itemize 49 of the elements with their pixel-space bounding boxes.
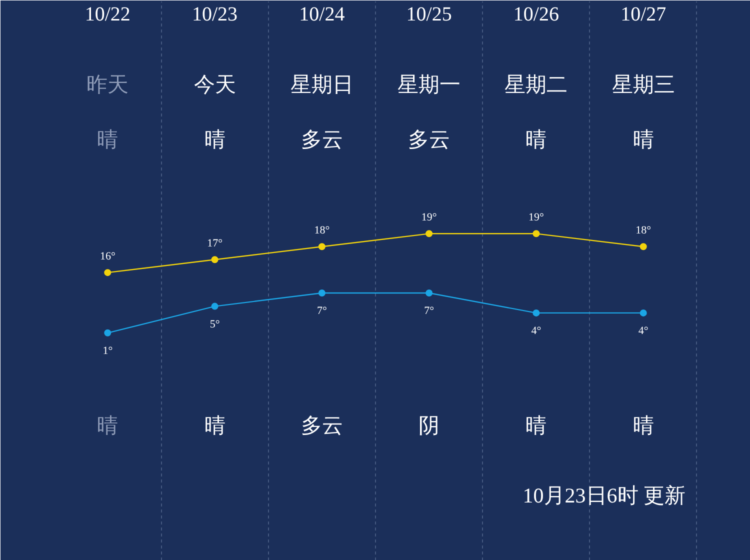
x-tick-label: 10/25 [406,4,452,26]
point [640,243,647,250]
data-label: 7° [424,304,434,317]
annotation: 晴 [632,128,654,152]
data-label: 5° [210,318,220,330]
annotation: 多云 [300,414,343,438]
point [104,329,112,336]
annotation: 阴 [418,414,440,438]
data-label: 18° [636,224,652,237]
annotation: 昨天 [86,72,129,96]
annotation: 晴 [204,128,226,152]
annotation: 晴 [526,414,547,438]
point [318,289,326,296]
point [532,309,540,316]
data-label: 17° [207,238,222,250]
point [532,230,540,238]
data-label: 19° [528,212,544,224]
annotation: 10月23日6时 更新 [522,484,686,508]
annotation: 多云 [300,128,343,152]
point [211,302,218,310]
annotation: 晴 [632,414,654,438]
data-label: 4° [531,324,542,337]
annotation: 晴 [204,414,226,438]
data-label: 1° [102,344,113,357]
point [211,256,218,264]
data-label: 19° [421,212,437,224]
annotation: 今天 [194,72,236,96]
point [426,289,433,296]
annotation: 多云 [408,128,450,152]
annotation: 晴 [526,128,547,152]
data-label: 16° [100,250,116,263]
annotation: 晴 [97,414,118,438]
data-label: 18° [314,224,330,237]
point [318,243,326,250]
x-tick-label: 10/22 [84,4,130,26]
x-tick-label: 10/27 [620,4,666,26]
data-label: 7° [316,304,327,317]
point [104,269,112,276]
x-tick-label: 10/24 [299,4,345,26]
x-tick-label: 10/23 [192,4,238,26]
x-tick-label: 10/26 [513,4,559,26]
annotation: 星期一 [398,72,461,96]
point [640,309,647,316]
point [426,230,433,238]
annotation: 晴 [97,128,118,152]
annotation: 星期三 [612,72,675,96]
annotation: 星期日 [290,72,354,96]
annotation: 星期二 [504,72,568,96]
data-label: 4° [638,324,648,337]
